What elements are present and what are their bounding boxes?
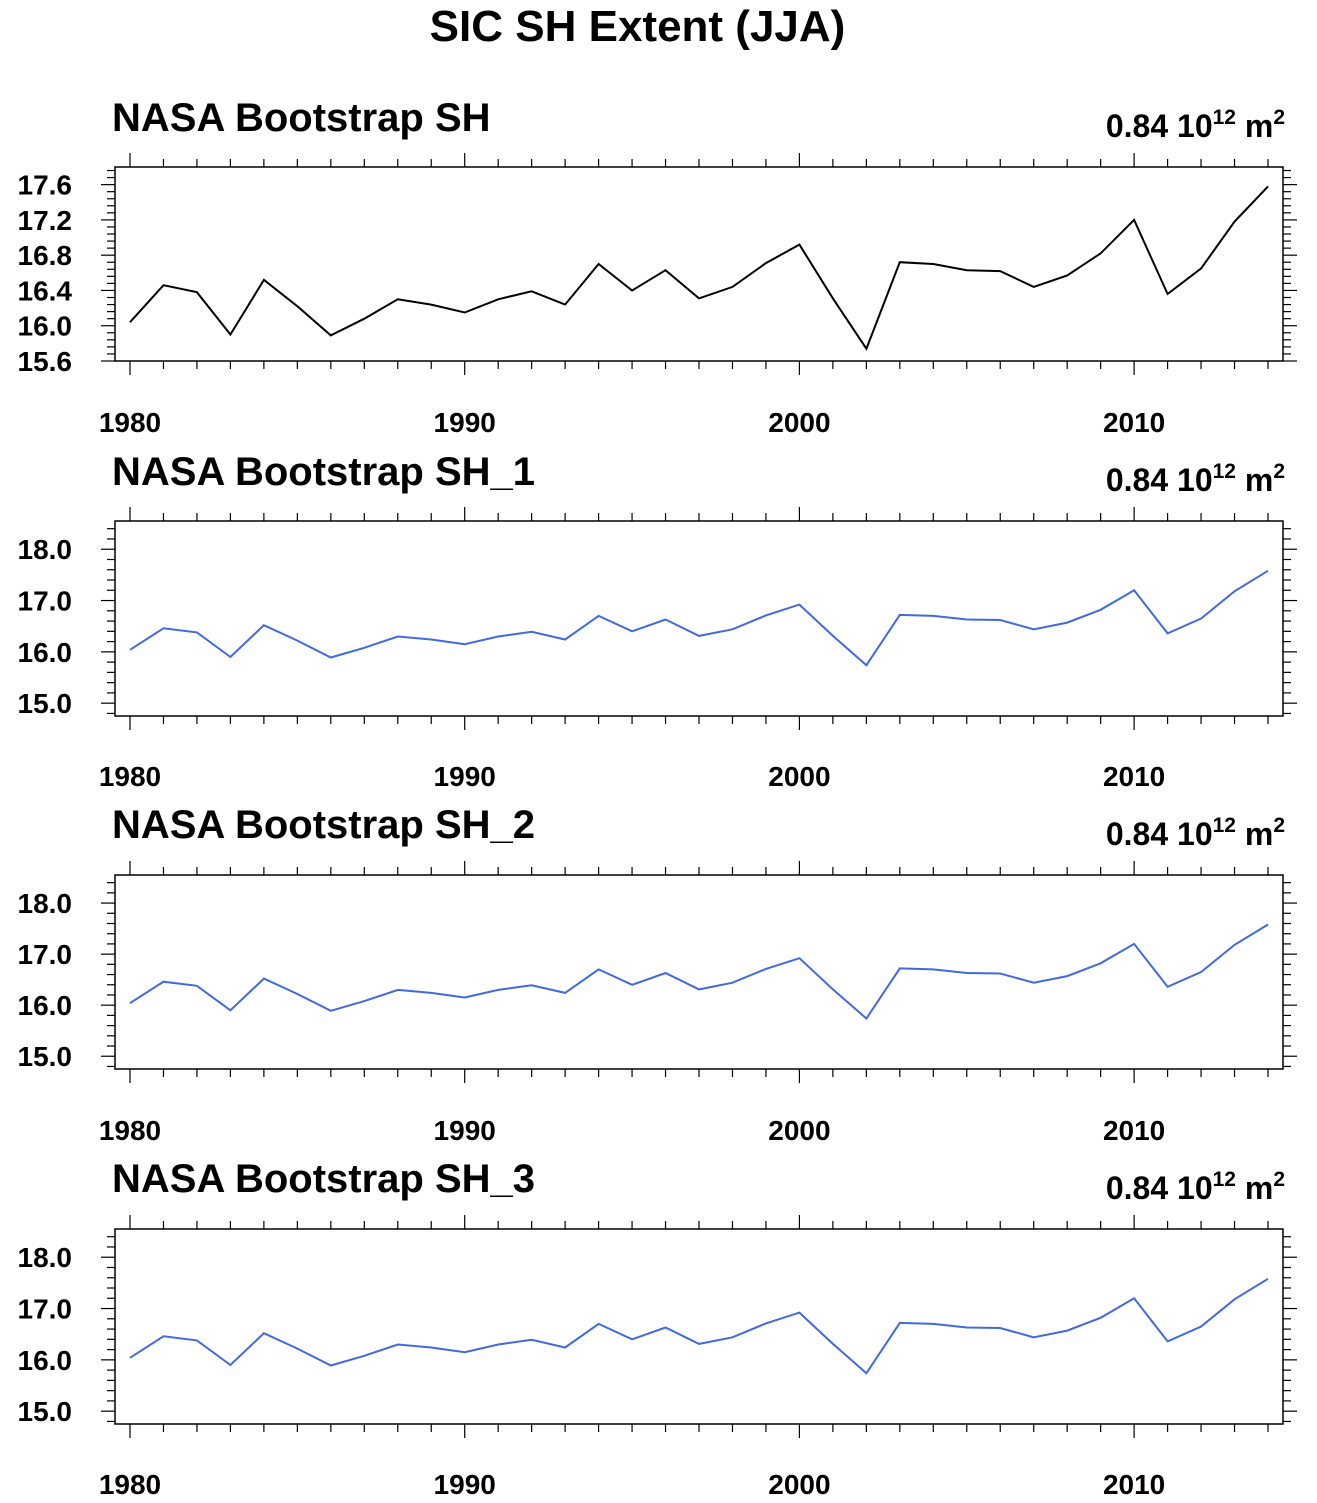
x-tick-label: 2010 <box>1103 1469 1165 1500</box>
y-tick-label: 15.6 <box>18 346 73 377</box>
x-tick-label: 1980 <box>99 1469 161 1500</box>
y-tick-label: 17.2 <box>18 205 73 236</box>
series-line <box>129 923 1269 1020</box>
x-tick-label: 2010 <box>1103 407 1165 438</box>
panel-3: NASA Bootstrap SH_2 0.84 1012 m2 1980 1990 2… <box>18 803 1297 1146</box>
x-tick-label: 1980 <box>99 1115 161 1146</box>
y-tick-label: 15.0 <box>18 1041 73 1072</box>
series-line <box>129 1277 1269 1375</box>
y-tick-label: 17.6 <box>18 170 73 201</box>
x-tick-label: 1990 <box>434 407 496 438</box>
y-tick-label: 18.0 <box>18 534 73 565</box>
y-tick-label: 17.0 <box>18 586 73 617</box>
y-tick-label: 16.8 <box>18 240 73 271</box>
series-line <box>129 569 1269 667</box>
panel-title: NASA Bootstrap SH_1 <box>112 450 535 494</box>
plot-frame <box>114 874 1284 1070</box>
panel-2: NASA Bootstrap SH_1 0.84 1012 m2 1980 1990 2… <box>18 450 1297 792</box>
panel-stat: 0.84 1012 m2 <box>1106 814 1285 852</box>
y-tick-label: 15.0 <box>18 688 73 719</box>
y-tick-label: 16.0 <box>18 990 73 1021</box>
x-tick-label: 2000 <box>768 1469 830 1500</box>
figure-title: SIC SH Extent (JJA) <box>429 2 846 51</box>
plot-frame <box>114 166 1284 362</box>
x-tick-label: 2000 <box>768 761 830 792</box>
x-tick-label: 2010 <box>1103 761 1165 792</box>
y-tick-label: 15.0 <box>18 1396 73 1427</box>
x-tick-label: 1980 <box>99 407 161 438</box>
x-tick-label: 2010 <box>1103 1115 1165 1146</box>
x-tick-label: 1980 <box>99 761 161 792</box>
series-line <box>129 185 1269 351</box>
panel-1: NASA Bootstrap SH 0.84 1012 m2 1980 1990 200… <box>18 96 1297 438</box>
x-tick-label: 1990 <box>434 761 496 792</box>
panel-4: NASA Bootstrap SH_3 0.84 1012 m2 1980 1990 2… <box>18 1157 1297 1500</box>
panel-title: NASA Bootstrap SH_3 <box>112 1157 535 1201</box>
y-tick-label: 16.0 <box>18 1345 73 1376</box>
x-tick-label: 1990 <box>434 1469 496 1500</box>
panel-title: NASA Bootstrap SH <box>112 96 491 140</box>
y-tick-label: 18.0 <box>18 1242 73 1273</box>
plot-frame <box>114 1228 1284 1425</box>
plot-frame <box>114 520 1284 717</box>
x-tick-label: 1990 <box>434 1115 496 1146</box>
y-tick-label: 16.0 <box>18 311 73 342</box>
y-tick-label: 17.0 <box>18 1294 73 1325</box>
y-tick-label: 16.0 <box>18 637 73 668</box>
y-tick-label: 17.0 <box>18 939 73 970</box>
x-tick-label: 2000 <box>768 407 830 438</box>
y-tick-label: 16.4 <box>18 275 73 306</box>
panel-stat: 0.84 1012 m2 <box>1106 1168 1285 1206</box>
y-tick-label: 18.0 <box>18 888 73 919</box>
x-tick-label: 2000 <box>768 1115 830 1146</box>
panel-title: NASA Bootstrap SH_2 <box>112 803 535 847</box>
panel-stat: 0.84 1012 m2 <box>1106 106 1285 144</box>
panel-stat: 0.84 1012 m2 <box>1106 460 1285 498</box>
